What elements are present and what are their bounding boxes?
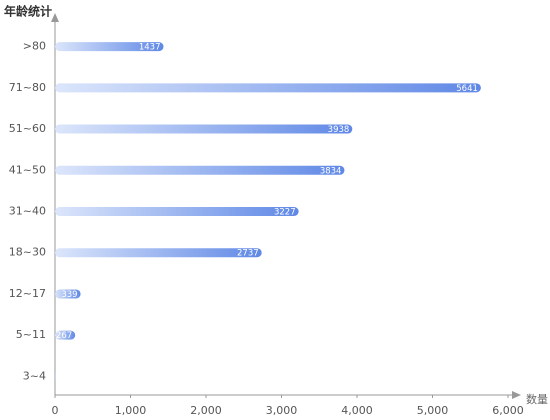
y-tick-label: 71~80 (9, 81, 46, 94)
bar (55, 83, 481, 93)
value-label: 5641 (456, 84, 478, 94)
x-axis-label: 数量 (526, 393, 548, 406)
x-tick-label: 1,000 (115, 404, 147, 417)
x-tick-label: 0 (52, 404, 59, 417)
y-tick-label: >80 (23, 40, 46, 53)
value-label: 3227 (274, 208, 296, 218)
x-tick-label: 5,000 (417, 404, 449, 417)
value-label: 267 (56, 331, 72, 341)
bar (55, 207, 299, 216)
bar (55, 124, 353, 134)
value-label: 2737 (237, 249, 259, 259)
bar (55, 289, 81, 299)
y-tick-label: 5~11 (16, 328, 46, 341)
y-tick-label: 51~60 (9, 122, 46, 135)
bar (55, 330, 76, 340)
value-label: 339 (61, 290, 77, 300)
x-axis-arrow (512, 391, 521, 399)
x-tick-label: 2,000 (190, 404, 222, 417)
bar (55, 42, 164, 52)
x-tick-label: 3,000 (266, 404, 298, 417)
value-label: 1437 (139, 43, 161, 53)
y-tick-label: 41~50 (9, 163, 46, 176)
y-tick-label: 3~4 (23, 369, 46, 382)
y-tick-label: 12~17 (9, 287, 46, 300)
y-tick-label: 18~30 (9, 246, 46, 259)
y-tick-label: 31~40 (9, 205, 46, 218)
x-tick-label: 4,000 (341, 404, 373, 417)
bar (55, 248, 262, 258)
x-tick-label: 6,000 (492, 404, 524, 417)
y-axis-arrow (51, 13, 59, 22)
value-label: 3938 (328, 125, 350, 135)
bar (55, 165, 345, 175)
chart-title: 年龄统计 (4, 4, 52, 19)
value-label: 3834 (320, 166, 342, 176)
